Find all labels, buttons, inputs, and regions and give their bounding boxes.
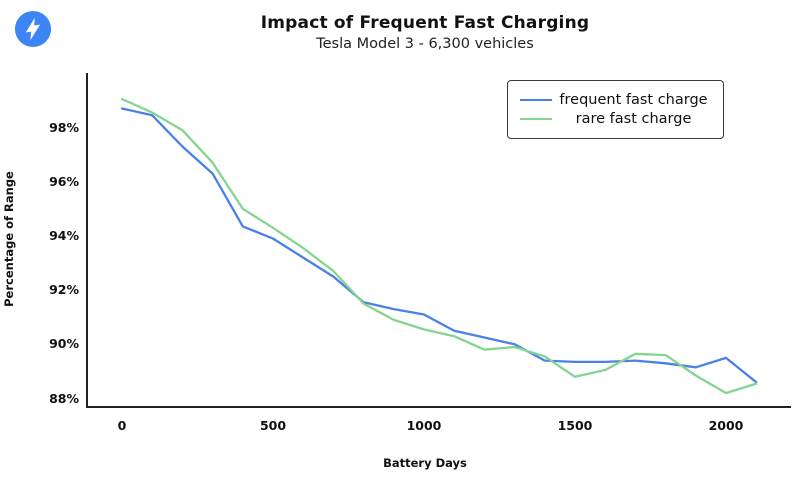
series-line-1 [120,97,758,395]
chart-title: Impact of Frequent Fast Charging [260,13,590,33]
x-axis-label: Battery Days [383,456,467,470]
x-tick-label: 500 [259,418,287,433]
y-tick-label: 88% [49,390,79,406]
legend-label: rare fast charge [575,111,692,127]
x-tick-label: 1500 [557,418,593,433]
y-tick-label: 92% [49,282,79,298]
y-axis-label: Percentage of Range [2,171,16,307]
legend-entry: rare fast charge [520,111,715,127]
legend-line-swatch [520,99,552,101]
axis-spines [86,73,791,408]
lightning-icon [14,10,52,48]
y-tick-label: 98% [49,119,79,135]
chart-subtitle: Tesla Model 3 - 6,300 vehicles [316,36,534,52]
series-line-0 [120,107,758,384]
legend-entry: frequent fast charge [520,92,715,108]
x-tick-label: 0 [117,418,127,433]
x-tick-label: 1000 [406,418,442,433]
legend: frequent fast charge rare fast charge [507,80,724,139]
y-tick-label: 94% [49,227,79,243]
y-tick-label: 90% [49,336,79,352]
legend-label: frequent fast charge [559,92,708,108]
x-tick-label: 2000 [708,418,744,433]
y-tick-label: 96% [49,173,79,189]
legend-line-swatch [520,118,552,120]
